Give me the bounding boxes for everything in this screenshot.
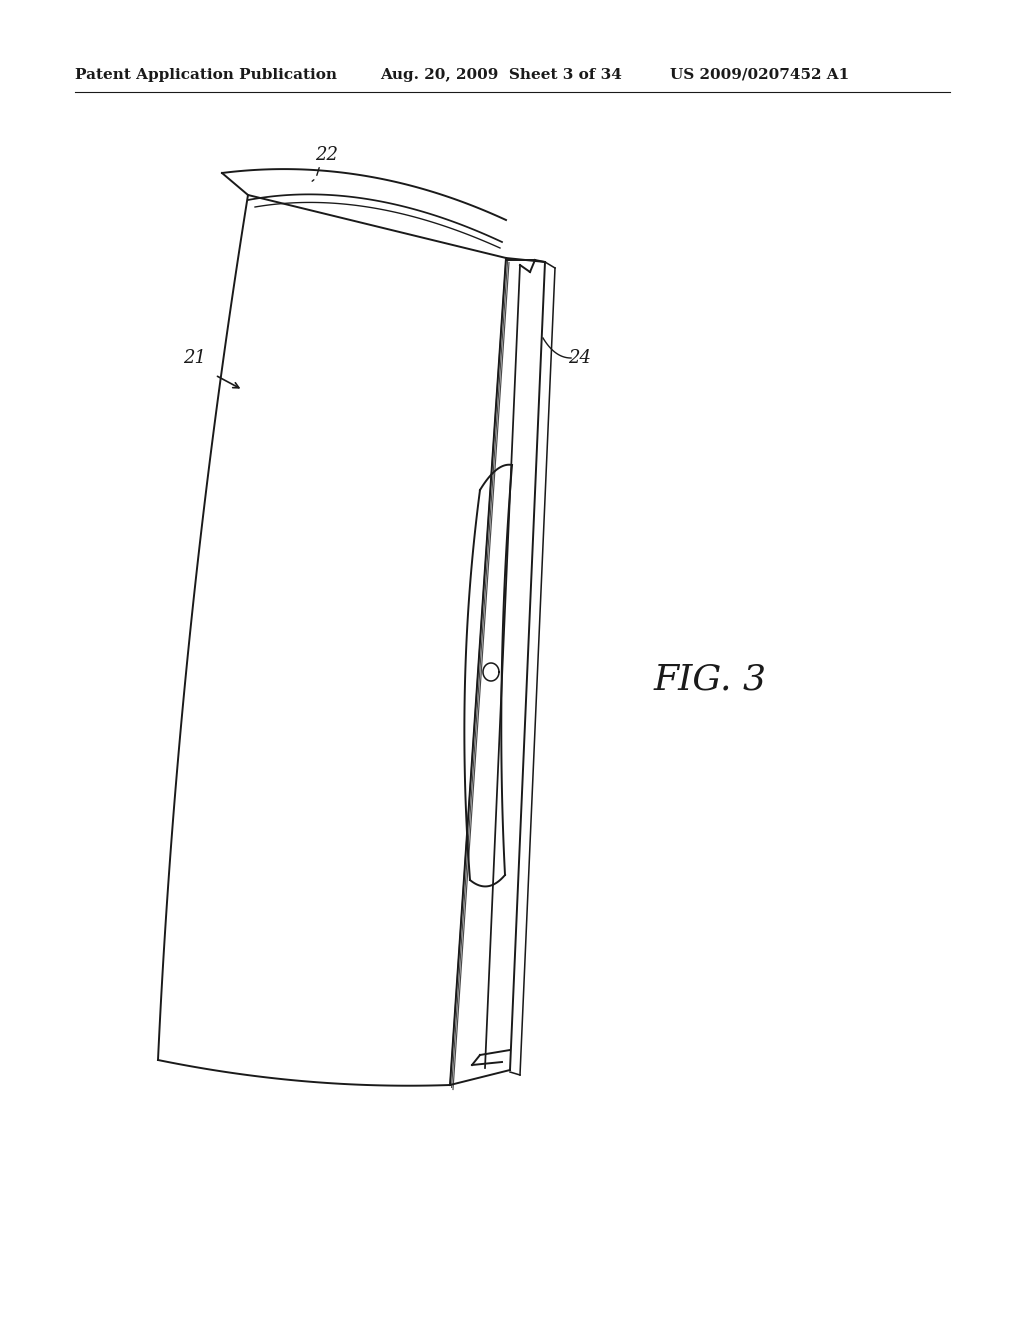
Text: 21: 21 xyxy=(183,348,207,367)
Text: 24: 24 xyxy=(568,348,592,367)
Text: FIG. 3: FIG. 3 xyxy=(653,663,767,697)
Text: 22: 22 xyxy=(315,147,339,164)
Text: Aug. 20, 2009  Sheet 3 of 34: Aug. 20, 2009 Sheet 3 of 34 xyxy=(380,69,622,82)
Text: Patent Application Publication: Patent Application Publication xyxy=(75,69,337,82)
Text: US 2009/0207452 A1: US 2009/0207452 A1 xyxy=(670,69,849,82)
